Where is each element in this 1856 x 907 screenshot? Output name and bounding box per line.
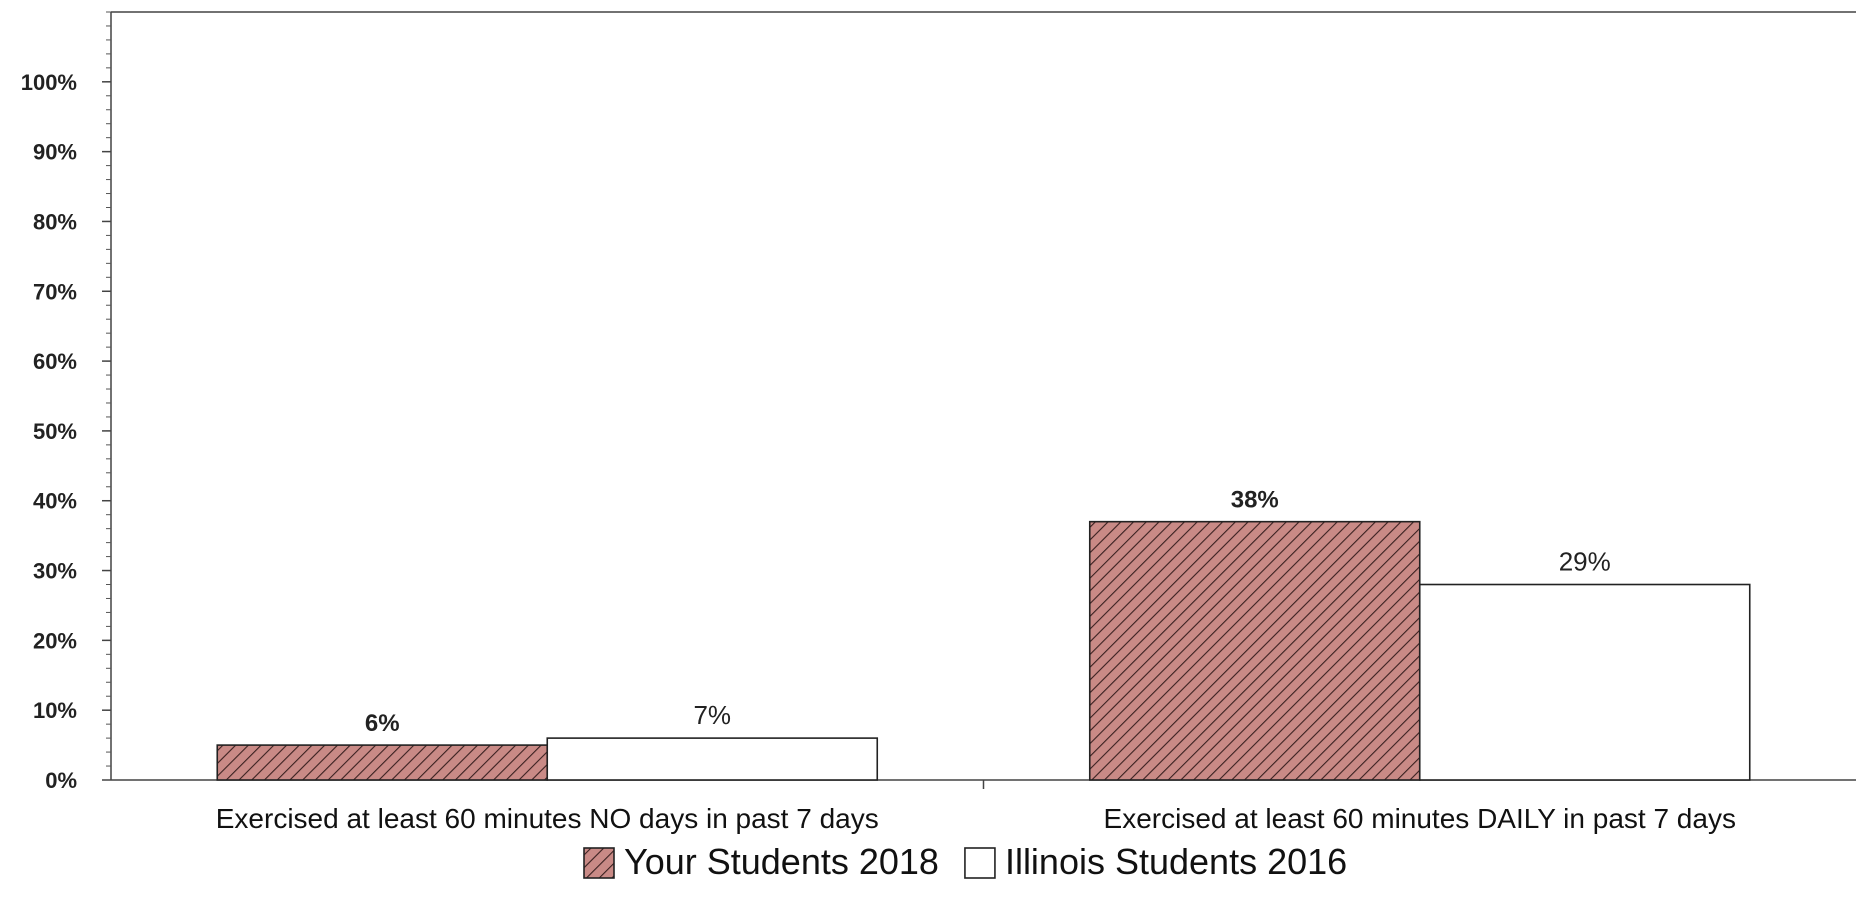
y-tick-label: 30% bbox=[33, 559, 77, 584]
legend-swatch bbox=[583, 847, 615, 879]
y-tick-label: 20% bbox=[33, 628, 77, 653]
data-label: 6% bbox=[365, 710, 400, 737]
data-label: 38% bbox=[1231, 487, 1279, 514]
data-label: 7% bbox=[693, 700, 731, 730]
data-label: 29% bbox=[1559, 547, 1611, 577]
legend-label: Illinois Students 2016 bbox=[1005, 841, 1347, 882]
bar-series-0-cat-0 bbox=[216, 744, 549, 781]
y-tick-label: 50% bbox=[33, 419, 77, 444]
bar-series-0-cat-1 bbox=[1088, 520, 1421, 781]
x-category-label: Exercised at least 60 minutes DAILY in p… bbox=[1104, 803, 1736, 834]
bar-series-1-cat-0 bbox=[546, 737, 879, 781]
y-tick-label: 100% bbox=[21, 70, 77, 95]
data-labels: 6% 7% 38% 29% bbox=[365, 487, 1611, 737]
y-tick-label: 40% bbox=[33, 489, 77, 514]
legend-swatch bbox=[964, 847, 996, 879]
y-tick-label: 80% bbox=[33, 209, 77, 234]
y-tick-label: 0% bbox=[45, 768, 77, 793]
y-tick-label: 10% bbox=[33, 698, 77, 723]
y-tick-label: 70% bbox=[33, 279, 77, 304]
bar-series-1-cat-1 bbox=[1418, 583, 1751, 781]
y-tick-label: 90% bbox=[33, 140, 77, 165]
legend: Your Students 2018 Illinois Students 2016 bbox=[583, 841, 1347, 882]
y-tick-label: 60% bbox=[33, 349, 77, 374]
chart-axes: 0% 10% 20% 30% 40% 50% 60% 70% 80% 90% 100% Exercis… bbox=[21, 11, 1856, 834]
x-category-label: Exercised at least 60 minutes NO days in… bbox=[216, 803, 879, 834]
bars bbox=[216, 520, 1751, 781]
legend-label: Your Students 2018 bbox=[624, 841, 939, 882]
